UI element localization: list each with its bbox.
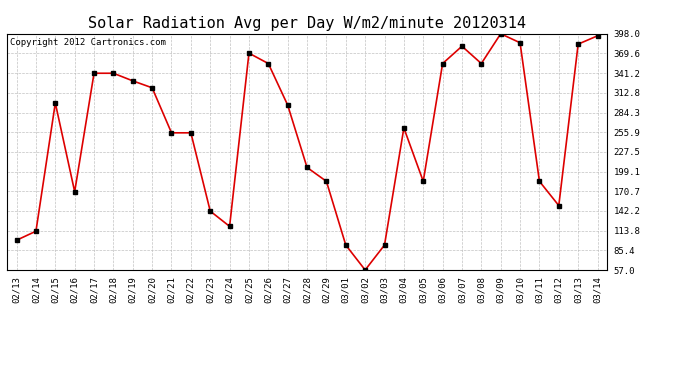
Title: Solar Radiation Avg per Day W/m2/minute 20120314: Solar Radiation Avg per Day W/m2/minute … [88,16,526,31]
Text: Copyright 2012 Cartronics.com: Copyright 2012 Cartronics.com [10,39,166,48]
